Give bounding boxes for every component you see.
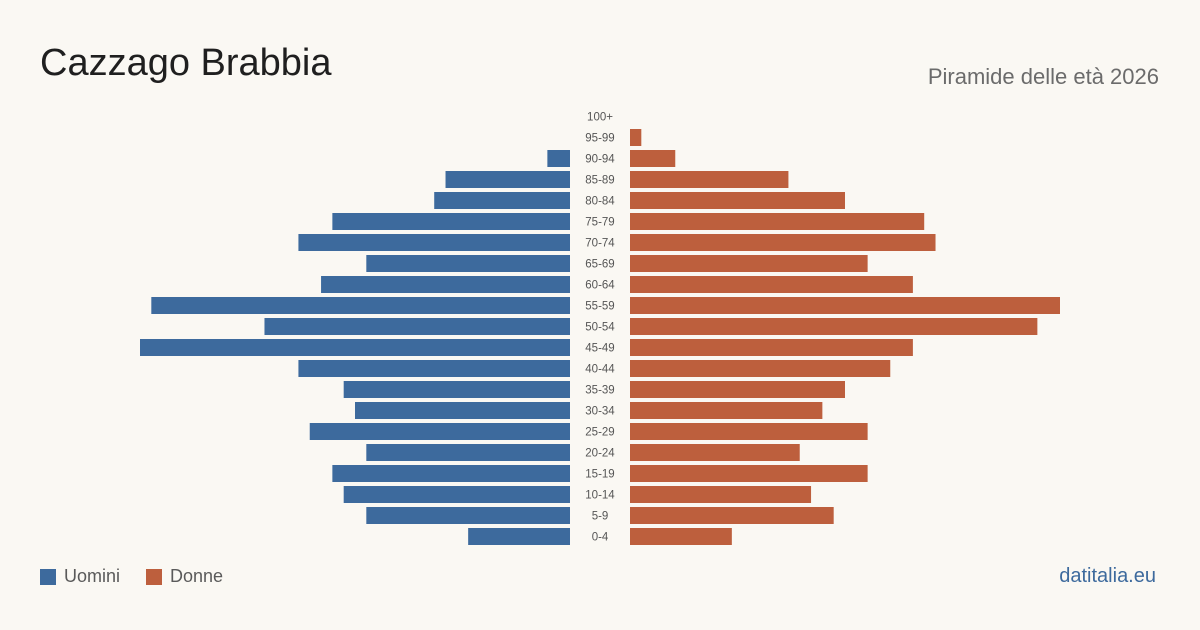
- bar-women-50-54: [630, 318, 1038, 335]
- bar-men-75-79: [332, 213, 570, 230]
- age-label-65-69: 65-69: [585, 259, 614, 271]
- age-label-25-29: 25-29: [585, 427, 614, 439]
- age-label-100plus: 100+: [587, 112, 613, 124]
- brand-link[interactable]: datitalia.eu: [1059, 565, 1156, 587]
- age-label-40-44: 40-44: [585, 364, 615, 376]
- bar-women-15-19: [630, 465, 868, 482]
- legend-swatch-men: [40, 568, 56, 585]
- bar-women-40-44: [630, 360, 891, 377]
- bar-women-0-4: [630, 528, 732, 545]
- age-label-10-14: 10-14: [585, 490, 615, 502]
- age-label-20-24: 20-24: [585, 448, 615, 460]
- legend-item-men: Uomini: [40, 566, 120, 587]
- bar-women-95-99: [630, 129, 642, 146]
- bar-men-85-89: [445, 171, 570, 188]
- bar-men-80-84: [434, 192, 570, 209]
- bar-women-75-79: [630, 213, 925, 230]
- bar-men-90-94: [547, 150, 570, 167]
- age-label-95-99: 95-99: [585, 133, 614, 145]
- age-label-15-19: 15-19: [585, 469, 614, 481]
- age-label-75-79: 75-79: [585, 217, 614, 229]
- bar-men-45-49: [140, 339, 570, 356]
- legend-item-women: Donne: [146, 566, 223, 587]
- bar-men-60-64: [321, 276, 570, 293]
- age-label-50-54: 50-54: [585, 322, 615, 334]
- age-label-70-74: 70-74: [585, 238, 615, 250]
- bar-men-25-29: [309, 423, 570, 440]
- bar-women-35-39: [630, 381, 845, 398]
- bar-women-60-64: [630, 276, 913, 293]
- bar-women-5-9: [630, 507, 834, 524]
- bar-women-10-14: [630, 486, 812, 503]
- age-label-30-34: 30-34: [585, 406, 615, 418]
- age-label-35-39: 35-39: [585, 385, 614, 397]
- bar-men-0-4: [468, 528, 570, 545]
- age-label-80-84: 80-84: [585, 196, 615, 208]
- age-label-90-94: 90-94: [585, 154, 615, 166]
- chart-subtitle: Piramide delle età 2026: [927, 64, 1159, 89]
- bar-men-20-24: [366, 444, 570, 461]
- age-label-60-64: 60-64: [585, 280, 615, 292]
- bar-men-50-54: [264, 318, 570, 335]
- age-label-45-49: 45-49: [585, 343, 614, 355]
- legend: Uomini Donne: [40, 566, 249, 587]
- bar-women-30-34: [630, 402, 823, 419]
- legend-swatch-women: [146, 568, 163, 585]
- bar-men-30-34: [355, 402, 570, 419]
- age-label-5-9: 5-9: [592, 511, 609, 523]
- bar-women-20-24: [630, 444, 800, 461]
- bar-women-70-74: [630, 234, 936, 251]
- bar-men-40-44: [298, 360, 570, 377]
- age-label-0-4: 0-4: [592, 532, 609, 544]
- bar-men-5-9: [366, 507, 570, 524]
- legend-label-men: Uomini: [64, 566, 121, 586]
- bar-women-25-29: [630, 423, 868, 440]
- bar-men-10-14: [343, 486, 570, 503]
- bar-women-85-89: [630, 171, 789, 188]
- bar-women-55-59: [630, 297, 1060, 314]
- bar-men-70-74: [298, 234, 570, 251]
- bar-men-35-39: [343, 381, 570, 398]
- bar-men-55-59: [151, 297, 570, 314]
- bar-men-65-69: [366, 255, 570, 272]
- bar-women-90-94: [630, 150, 676, 167]
- bar-men-15-19: [332, 465, 570, 482]
- bar-women-65-69: [630, 255, 868, 272]
- age-label-55-59: 55-59: [585, 301, 614, 313]
- legend-label-women: Donne: [170, 566, 224, 586]
- bar-women-80-84: [630, 192, 845, 209]
- chart-title: Cazzago Brabbia: [40, 42, 332, 84]
- bar-women-45-49: [630, 339, 913, 356]
- age-label-85-89: 85-89: [585, 175, 614, 187]
